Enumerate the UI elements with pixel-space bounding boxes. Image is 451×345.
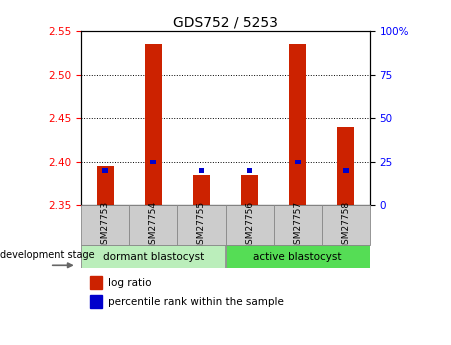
Bar <box>102 168 108 172</box>
Bar <box>81 205 129 245</box>
Bar <box>343 168 349 172</box>
Bar <box>90 276 102 289</box>
Text: dormant blastocyst: dormant blastocyst <box>103 252 204 262</box>
Text: GSM27753: GSM27753 <box>101 200 110 250</box>
Text: GSM27756: GSM27756 <box>245 200 254 250</box>
Bar <box>198 168 204 172</box>
Bar <box>241 175 258 205</box>
Bar <box>193 175 210 205</box>
Bar <box>81 245 226 268</box>
Bar <box>295 159 300 164</box>
Bar <box>145 44 162 205</box>
Bar <box>129 205 177 245</box>
Bar <box>226 245 370 268</box>
Text: GSM27758: GSM27758 <box>341 200 350 250</box>
Bar <box>151 159 156 164</box>
Text: log ratio: log ratio <box>108 278 151 288</box>
Text: development stage: development stage <box>0 250 95 260</box>
Bar <box>177 205 226 245</box>
Text: GSM27757: GSM27757 <box>293 200 302 250</box>
Bar <box>97 166 114 205</box>
Text: GSM27754: GSM27754 <box>149 200 158 250</box>
Title: GDS752 / 5253: GDS752 / 5253 <box>173 16 278 30</box>
Text: GSM27755: GSM27755 <box>197 200 206 250</box>
Bar <box>90 295 102 308</box>
Bar <box>274 205 322 245</box>
Bar <box>247 168 253 172</box>
Text: percentile rank within the sample: percentile rank within the sample <box>108 297 284 307</box>
Bar <box>322 205 370 245</box>
Text: active blastocyst: active blastocyst <box>253 252 342 262</box>
Bar <box>289 44 306 205</box>
Bar <box>226 205 274 245</box>
Bar <box>337 127 354 205</box>
